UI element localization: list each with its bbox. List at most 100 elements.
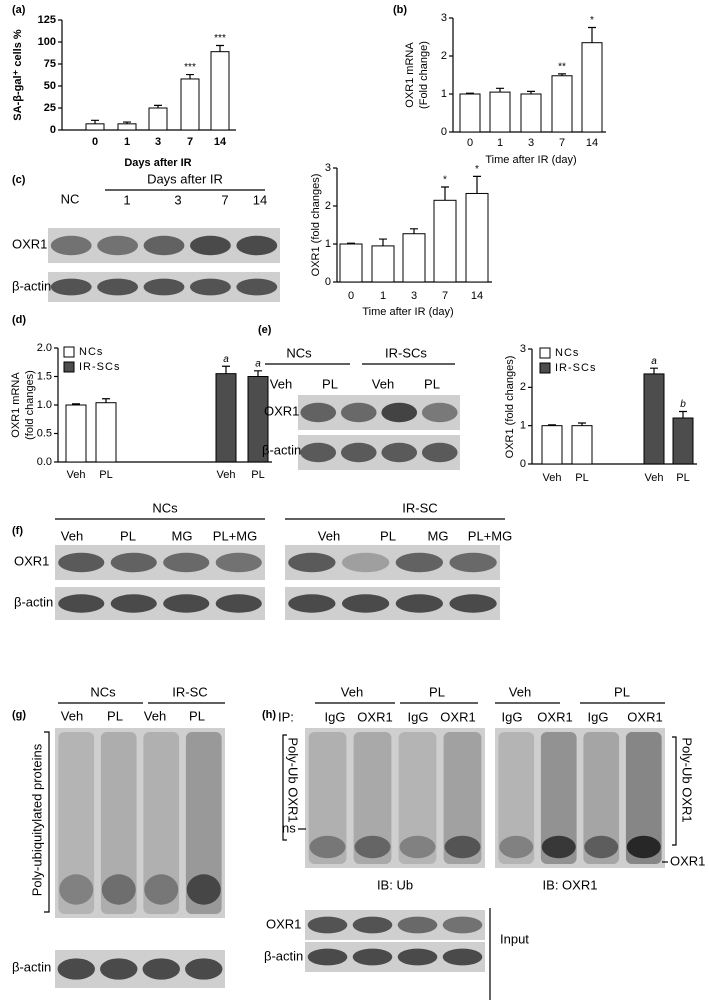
band bbox=[449, 552, 497, 573]
band bbox=[381, 402, 418, 423]
smear bbox=[443, 732, 482, 864]
lane-label: 14 bbox=[253, 192, 267, 207]
row-label: β-actin bbox=[12, 278, 51, 293]
band bbox=[288, 552, 336, 573]
lane-label: 7 bbox=[221, 192, 228, 207]
error-bar bbox=[473, 175, 481, 194]
bar bbox=[551, 75, 573, 133]
bar bbox=[148, 107, 168, 131]
smear bbox=[583, 732, 620, 864]
blot bbox=[48, 228, 280, 263]
band bbox=[100, 958, 138, 980]
y-tick-label: 0 bbox=[441, 126, 447, 138]
error-bar bbox=[578, 422, 586, 426]
x-tick-label: 3 bbox=[155, 136, 161, 148]
x-tick-label: 3 bbox=[528, 137, 534, 149]
annotation: ** bbox=[558, 62, 566, 73]
x-tick-label: 14 bbox=[214, 136, 227, 148]
error-bar bbox=[347, 242, 355, 244]
lane-label: Veh bbox=[318, 528, 340, 543]
bar bbox=[643, 373, 665, 465]
band bbox=[97, 235, 139, 256]
x-tick-label: 0 bbox=[92, 136, 98, 148]
band bbox=[354, 835, 391, 859]
error-bar bbox=[558, 73, 566, 76]
group-label: PL bbox=[429, 684, 445, 699]
x-axis-label: Time after IR (day) bbox=[362, 306, 453, 318]
y-axis-label: OXR1 (fold changes) bbox=[310, 174, 322, 277]
x-tick-label: 1 bbox=[380, 290, 386, 302]
blot bbox=[55, 950, 225, 988]
band bbox=[626, 835, 661, 859]
error-bar bbox=[102, 398, 110, 403]
blot bbox=[55, 587, 265, 620]
error-bar bbox=[410, 228, 418, 234]
annotation: b bbox=[680, 399, 686, 410]
band bbox=[395, 594, 444, 613]
smear bbox=[540, 732, 577, 864]
y-tick-label: 2.0 bbox=[37, 342, 52, 354]
smear bbox=[143, 732, 180, 914]
blot bbox=[305, 728, 485, 868]
band bbox=[97, 278, 139, 296]
x-tick-label: PL bbox=[676, 472, 689, 484]
x-tick-label: 7 bbox=[442, 290, 448, 302]
side-label: Poly-ubiquitylated proteins bbox=[29, 743, 44, 896]
smear bbox=[498, 732, 535, 864]
band bbox=[185, 958, 223, 980]
group-label: NCs bbox=[286, 345, 312, 360]
lane-label: PL+MG bbox=[468, 528, 512, 543]
chart: 0 1 2 3 0 1 3 7 14 * * Time after IR (day) OXR1 (fol… bbox=[310, 162, 492, 318]
error-bar bbox=[466, 92, 474, 94]
band bbox=[50, 235, 92, 256]
band bbox=[397, 948, 438, 966]
y-tick-label: 0.0 bbox=[37, 456, 52, 468]
row-label: β-actin bbox=[262, 442, 301, 457]
error-bar bbox=[254, 370, 262, 377]
lane-label: OXR1 bbox=[357, 709, 392, 724]
lane-label: OXR1 bbox=[440, 709, 475, 724]
chart: 0 25 50 75 100 125 0 1 3 7 14 *** *** Days after IR SA… bbox=[12, 4, 236, 169]
lane-label: PL bbox=[189, 708, 205, 723]
lane-label: PL+MG bbox=[213, 528, 257, 543]
bracket bbox=[282, 734, 287, 841]
lane-label: Veh bbox=[144, 708, 166, 723]
y-tick-label: 25 bbox=[44, 102, 56, 114]
x-tick-label: 1 bbox=[497, 137, 503, 149]
band bbox=[449, 594, 497, 613]
blot bbox=[285, 587, 500, 620]
x-tick-label: 0 bbox=[348, 290, 354, 302]
lane-label: OXR1 bbox=[627, 709, 662, 724]
y-tick-label: 50 bbox=[44, 80, 56, 92]
group-label: NCs bbox=[90, 684, 116, 699]
band bbox=[58, 594, 105, 613]
y-tick-label: 0 bbox=[520, 458, 526, 470]
row-label: OXR1 bbox=[12, 236, 47, 251]
group-label: Veh bbox=[509, 684, 531, 699]
band bbox=[163, 594, 210, 613]
band bbox=[499, 835, 534, 859]
lane-label: MG bbox=[172, 528, 193, 543]
band bbox=[307, 916, 348, 934]
band bbox=[352, 948, 393, 966]
band bbox=[58, 552, 105, 573]
y-tick-label: 1.5 bbox=[37, 370, 52, 382]
band bbox=[215, 594, 262, 613]
band bbox=[442, 916, 483, 934]
error-bar bbox=[154, 104, 162, 108]
group-label: NCs bbox=[152, 500, 178, 515]
error-bar bbox=[222, 365, 230, 374]
group-label: PL bbox=[614, 684, 630, 699]
chart: 0.0 0.5 1.0 1.5 2.0 Veh PL Veh PL NCs a a IR-SCs OXR1… bbox=[10, 314, 272, 481]
y-tick-label: 1.0 bbox=[37, 399, 52, 411]
lane-label: OXR1 bbox=[537, 709, 572, 724]
ip-label: IP: bbox=[278, 709, 294, 724]
bar bbox=[489, 91, 511, 133]
bar bbox=[571, 425, 593, 465]
band bbox=[300, 402, 337, 423]
legend-swatch bbox=[539, 347, 551, 359]
panel-label: (a) bbox=[12, 4, 26, 16]
band bbox=[307, 948, 348, 966]
band bbox=[110, 594, 157, 613]
band bbox=[584, 835, 619, 859]
